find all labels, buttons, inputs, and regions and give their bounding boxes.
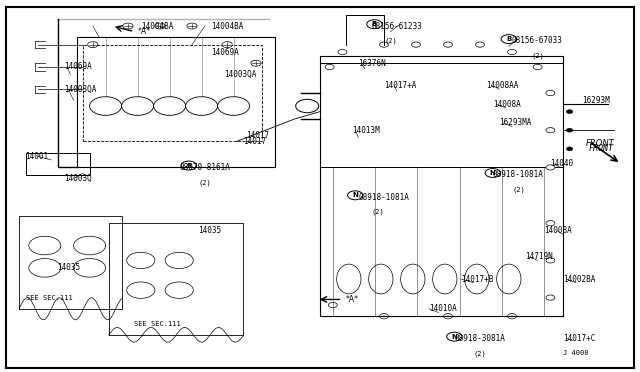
- Circle shape: [508, 49, 516, 55]
- Circle shape: [444, 314, 452, 319]
- Text: 16376N: 16376N: [358, 59, 386, 68]
- Circle shape: [222, 42, 232, 48]
- Text: 14003Q: 14003Q: [64, 174, 92, 183]
- Text: 08918-1081A: 08918-1081A: [493, 170, 543, 179]
- Circle shape: [476, 42, 484, 47]
- Circle shape: [508, 314, 516, 319]
- Text: N: N: [451, 334, 458, 340]
- Text: (2): (2): [371, 209, 384, 215]
- Circle shape: [187, 23, 197, 29]
- Text: B: B: [372, 21, 377, 27]
- Text: B: B: [186, 163, 191, 169]
- Bar: [26, 153, 90, 175]
- Text: 08156-67033: 08156-67033: [512, 36, 563, 45]
- Circle shape: [325, 64, 334, 70]
- Text: 08070-8161A: 08070-8161A: [179, 163, 230, 172]
- Circle shape: [546, 165, 555, 170]
- Text: 08156-61233: 08156-61233: [371, 22, 422, 31]
- Text: 14017+C: 14017+C: [563, 334, 596, 343]
- Text: (2): (2): [512, 186, 525, 193]
- Text: 14035: 14035: [198, 226, 221, 235]
- Circle shape: [533, 64, 542, 70]
- Circle shape: [444, 42, 452, 47]
- Circle shape: [546, 221, 555, 226]
- Circle shape: [566, 147, 573, 151]
- Text: (2): (2): [384, 38, 397, 44]
- Text: 16293MA: 16293MA: [499, 118, 532, 127]
- Text: 14002BA: 14002BA: [563, 275, 596, 283]
- Text: 14017: 14017: [246, 131, 269, 140]
- Text: 14069A: 14069A: [64, 62, 92, 71]
- Text: N: N: [490, 170, 496, 176]
- Text: 14008A: 14008A: [493, 100, 520, 109]
- Text: N: N: [352, 192, 358, 198]
- Circle shape: [546, 90, 555, 96]
- Text: 14010A: 14010A: [429, 304, 456, 313]
- Text: FRONT: FRONT: [586, 139, 614, 148]
- Text: J 4000: J 4000: [563, 350, 589, 356]
- Circle shape: [546, 258, 555, 263]
- Text: 14017+A: 14017+A: [384, 81, 417, 90]
- Text: 16293M: 16293M: [582, 96, 610, 105]
- Text: 14719N: 14719N: [525, 252, 552, 261]
- Text: 14017: 14017: [243, 137, 266, 146]
- Text: *A*: *A*: [138, 27, 150, 36]
- Text: (2): (2): [531, 52, 544, 59]
- Text: B: B: [506, 36, 511, 42]
- Circle shape: [155, 23, 165, 29]
- Text: 14004BA: 14004BA: [141, 22, 173, 31]
- Text: SEE SEC.111: SEE SEC.111: [134, 321, 181, 327]
- Text: 14008AA: 14008AA: [486, 81, 519, 90]
- Text: 14003QA: 14003QA: [64, 85, 97, 94]
- Text: (2): (2): [198, 179, 211, 186]
- Circle shape: [380, 314, 388, 319]
- Text: *A*: *A*: [346, 295, 358, 304]
- Circle shape: [412, 42, 420, 47]
- Text: 14003QA: 14003QA: [224, 70, 257, 79]
- Text: FRONT: FRONT: [589, 144, 614, 153]
- Text: 14017+B: 14017+B: [461, 275, 493, 283]
- Text: 14008A: 14008A: [544, 226, 572, 235]
- Text: 14004BA: 14004BA: [211, 22, 244, 31]
- Text: 08918-3081A: 08918-3081A: [454, 334, 505, 343]
- Circle shape: [328, 302, 337, 308]
- Circle shape: [338, 49, 347, 55]
- Circle shape: [123, 23, 133, 29]
- Bar: [83, 45, 262, 141]
- Text: 14069A: 14069A: [211, 48, 239, 57]
- Circle shape: [566, 110, 573, 113]
- Text: 08918-1081A: 08918-1081A: [358, 193, 409, 202]
- Circle shape: [88, 42, 98, 48]
- Text: (2): (2): [474, 350, 486, 357]
- Circle shape: [566, 128, 573, 132]
- Text: 14013M: 14013M: [352, 126, 380, 135]
- Text: 14001: 14001: [26, 152, 49, 161]
- Circle shape: [380, 42, 388, 47]
- Circle shape: [546, 295, 555, 300]
- Circle shape: [546, 128, 555, 133]
- Text: 14040: 14040: [550, 159, 573, 168]
- Text: 14035: 14035: [58, 263, 81, 272]
- Bar: [320, 63, 563, 167]
- Text: SEE SEC.111: SEE SEC.111: [26, 295, 72, 301]
- Circle shape: [251, 60, 261, 66]
